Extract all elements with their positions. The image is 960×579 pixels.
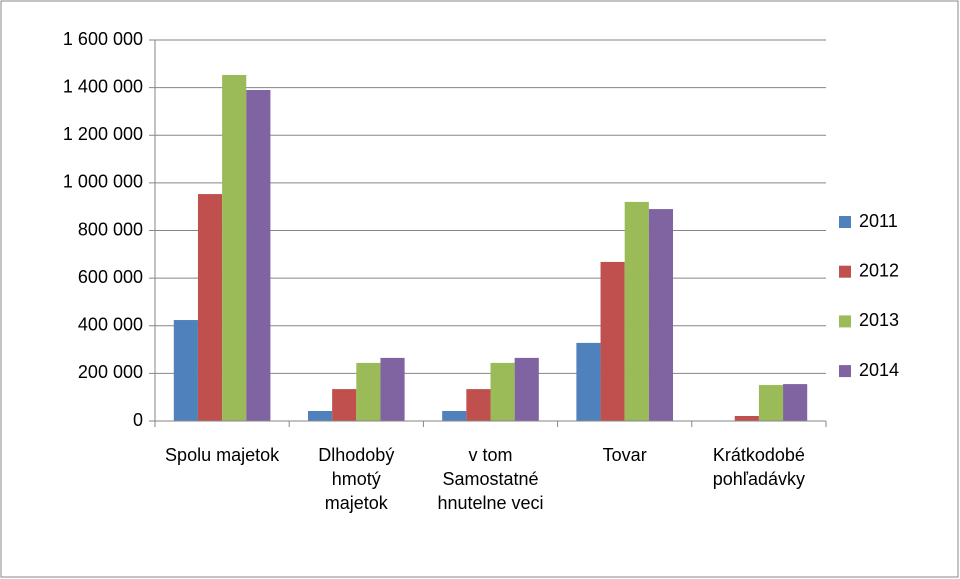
legend-label: 2014 bbox=[859, 360, 899, 380]
legend-swatch bbox=[839, 365, 851, 378]
bar bbox=[173, 320, 198, 421]
bar bbox=[332, 389, 357, 421]
y-tick-label: 1 400 000 bbox=[63, 76, 143, 96]
bar bbox=[466, 389, 491, 421]
y-tick-label: 1 200 000 bbox=[63, 124, 143, 144]
legend-label: 2012 bbox=[859, 260, 899, 280]
y-tick-label: 800 000 bbox=[78, 219, 143, 239]
bar bbox=[514, 357, 539, 421]
bar bbox=[758, 385, 784, 421]
y-tick-label: 1 600 000 bbox=[63, 29, 143, 49]
legend-swatch bbox=[839, 216, 851, 228]
bar bbox=[356, 362, 381, 421]
bar bbox=[307, 410, 333, 421]
x-tick-label: Dlhodobý hmotý majetok bbox=[318, 445, 395, 513]
bar bbox=[380, 357, 405, 421]
bar bbox=[600, 261, 625, 421]
bar bbox=[624, 201, 649, 421]
legend-swatch bbox=[839, 315, 851, 328]
bar bbox=[648, 209, 674, 421]
legend-label: 2011 bbox=[859, 211, 898, 231]
x-tick-label: Tovar bbox=[602, 445, 647, 465]
y-tick-label: 200 000 bbox=[78, 362, 143, 382]
x-tick-label: v tom Samostatné hnutelne veci bbox=[437, 445, 544, 513]
y-tick-label: 0 bbox=[133, 410, 143, 430]
bar bbox=[734, 415, 759, 421]
y-tick-label: 400 000 bbox=[78, 315, 143, 335]
bar bbox=[490, 362, 515, 421]
legend-swatch bbox=[839, 265, 851, 278]
legend-label: 2013 bbox=[859, 310, 899, 330]
bar bbox=[783, 384, 808, 421]
x-tick-label: Spolu majetok bbox=[165, 445, 280, 465]
bar bbox=[576, 342, 601, 421]
bar bbox=[246, 90, 271, 421]
y-tick-label: 1 000 000 bbox=[63, 172, 143, 192]
bar bbox=[222, 75, 247, 422]
bar bbox=[197, 194, 223, 421]
bar bbox=[442, 410, 467, 421]
y-tick-label: 600 000 bbox=[78, 267, 143, 287]
x-tick-label: Krátkodobé pohľadávky bbox=[712, 445, 806, 489]
